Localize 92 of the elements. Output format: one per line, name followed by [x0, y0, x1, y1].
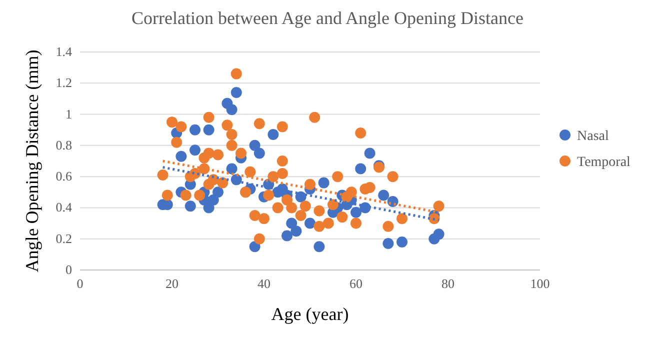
- point: [286, 202, 298, 214]
- point: [272, 202, 284, 214]
- point: [304, 178, 316, 190]
- point: [212, 149, 224, 160]
- point: [314, 241, 325, 252]
- point: [282, 194, 292, 206]
- point: [226, 129, 238, 140]
- x-tick-label: 80: [442, 276, 454, 291]
- point: [212, 186, 224, 198]
- point: [162, 190, 173, 201]
- point: [382, 220, 394, 232]
- legend-label: Temporal: [577, 155, 631, 170]
- y-axis-title: Angle Opening Distance (mm): [22, 50, 42, 272]
- point: [396, 236, 408, 248]
- x-tick-label: 20: [166, 276, 178, 291]
- point: [226, 140, 238, 151]
- point: [203, 124, 214, 136]
- point: [226, 163, 238, 174]
- point: [433, 200, 444, 212]
- point: [268, 129, 279, 140]
- point: [203, 112, 214, 123]
- point: [364, 182, 376, 193]
- x-tick-label: 40: [258, 276, 270, 291]
- point: [387, 171, 398, 182]
- point: [286, 218, 298, 229]
- point: [300, 200, 311, 212]
- point: [249, 210, 260, 221]
- y-tick-label: 0: [66, 262, 72, 277]
- y-tick-label: 0.2: [56, 230, 72, 246]
- point: [254, 233, 265, 244]
- point: [190, 144, 200, 156]
- y-tick-label: 0.6: [56, 168, 72, 184]
- point: [295, 210, 306, 221]
- point: [176, 121, 187, 132]
- point: [355, 127, 366, 138]
- point: [166, 116, 178, 128]
- point: [382, 238, 394, 250]
- point: [208, 194, 219, 206]
- point: [346, 186, 357, 198]
- y-tick-label: 1: [66, 106, 72, 122]
- point: [176, 150, 187, 162]
- point: [433, 228, 444, 240]
- point: [254, 148, 265, 159]
- point: [314, 220, 325, 232]
- point: [282, 230, 292, 242]
- point: [226, 104, 238, 116]
- point: [378, 190, 390, 201]
- point: [332, 171, 344, 182]
- point: [304, 218, 316, 229]
- point: [222, 120, 233, 131]
- point: [171, 136, 182, 148]
- point: [258, 213, 270, 224]
- point: [290, 226, 302, 237]
- y-tick-label: 1.4: [56, 44, 72, 59]
- x-tick-label: 60: [350, 276, 362, 291]
- y-tick-label: 1.2: [56, 75, 72, 90]
- point: [230, 68, 242, 80]
- point: [276, 156, 288, 166]
- legend-label: Nasal: [577, 129, 609, 144]
- point: [318, 177, 330, 188]
- point: [254, 118, 265, 130]
- point: [190, 124, 200, 136]
- point: [180, 190, 192, 201]
- point: [268, 171, 279, 182]
- point: [217, 177, 228, 188]
- point: [314, 205, 325, 216]
- point: [194, 190, 206, 201]
- point: [350, 206, 362, 218]
- point: [276, 121, 288, 132]
- point: [263, 190, 274, 201]
- point: [295, 191, 306, 202]
- y-tick-label: 0.4: [56, 200, 72, 215]
- point: [184, 200, 196, 212]
- point: [276, 168, 288, 179]
- point: [396, 213, 408, 224]
- x-tick-label: 100: [530, 276, 550, 291]
- point: [322, 218, 334, 229]
- point: [355, 163, 366, 174]
- point: [328, 199, 338, 210]
- point: [244, 166, 256, 178]
- point: [230, 86, 242, 98]
- point: [309, 112, 320, 123]
- point: [157, 170, 168, 181]
- point: [203, 148, 214, 159]
- y-tick-label: 0.8: [56, 137, 72, 152]
- point: [350, 218, 362, 229]
- point: [336, 212, 348, 223]
- x-tick-label: 0: [76, 276, 84, 291]
- chart-title: Correlation between Age and Angle Opening Distance: [132, 8, 524, 28]
- x-axis-title: Age (year): [271, 304, 349, 324]
- point: [236, 148, 246, 159]
- point: [364, 148, 376, 159]
